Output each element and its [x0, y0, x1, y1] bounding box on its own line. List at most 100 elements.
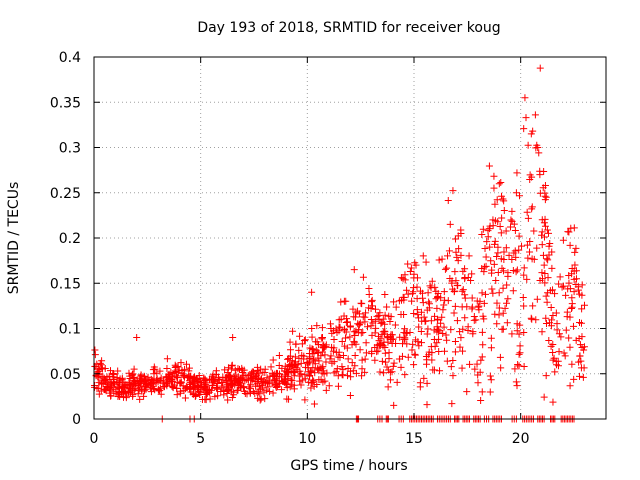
data-point [404, 353, 412, 361]
data-point [330, 327, 338, 335]
data-point [310, 382, 318, 390]
data-point [554, 357, 562, 365]
data-point [212, 370, 220, 378]
data-point [286, 363, 294, 371]
data-point [420, 374, 428, 382]
data-point [363, 323, 371, 331]
data-point [490, 184, 498, 192]
data-point [523, 241, 531, 249]
data-point [548, 264, 556, 272]
data-point [580, 346, 588, 354]
data-point [339, 366, 347, 374]
data-point [448, 400, 456, 408]
data-point [444, 297, 452, 305]
data-point [392, 303, 400, 311]
data-point [365, 304, 373, 312]
data-point [436, 367, 444, 375]
data-point [263, 379, 271, 387]
data-point [476, 368, 484, 376]
data-point [351, 352, 359, 360]
data-point [199, 386, 207, 394]
data-point [524, 254, 532, 262]
chart-title: Day 193 of 2018, SRMTID for receiver kou… [197, 20, 500, 36]
data-point [416, 379, 424, 387]
data-point [361, 368, 369, 376]
data-point [330, 335, 338, 343]
data-point [451, 348, 459, 356]
data-point [420, 313, 428, 321]
data-point [120, 383, 128, 391]
data-point [449, 187, 457, 195]
data-point [487, 376, 495, 384]
data-point [479, 312, 487, 320]
data-point [308, 288, 316, 296]
data-point [205, 388, 213, 396]
data-point [419, 252, 427, 260]
data-point [399, 275, 407, 283]
data-point [499, 195, 507, 203]
data-point [254, 367, 262, 375]
data-point [238, 364, 246, 372]
data-point [457, 229, 465, 237]
data-point [520, 125, 528, 133]
data-point [459, 347, 467, 355]
data-point [97, 361, 105, 369]
data-point [373, 312, 381, 320]
data-point [378, 319, 386, 327]
data-point [458, 364, 466, 372]
data-point [214, 375, 222, 383]
data-point [372, 324, 380, 332]
data-point [344, 355, 352, 363]
data-point [475, 302, 483, 310]
data-point [305, 372, 313, 380]
data-point [270, 371, 278, 379]
data-point [545, 229, 553, 237]
data-point [500, 248, 508, 256]
data-point [119, 389, 127, 397]
data-point [342, 328, 350, 336]
data-points-layer [91, 64, 588, 423]
data-point [314, 365, 322, 373]
data-point [520, 302, 528, 310]
data-point [152, 379, 160, 387]
data-point [389, 362, 397, 370]
data-point [136, 395, 144, 403]
data-point [487, 334, 495, 342]
data-point [269, 389, 277, 397]
data-point [443, 336, 451, 344]
data-point [528, 205, 536, 213]
data-point [456, 328, 464, 336]
data-point [515, 362, 523, 370]
data-point [362, 349, 370, 357]
data-point [515, 350, 523, 358]
data-point [275, 352, 283, 360]
data-point [431, 342, 439, 350]
data-point [377, 319, 385, 327]
data-point [182, 385, 190, 393]
data-point [178, 366, 186, 374]
data-point [358, 372, 366, 380]
data-point [101, 376, 109, 384]
data-point [156, 376, 164, 384]
data-point [508, 207, 516, 215]
data-point [371, 305, 379, 313]
data-point [278, 364, 286, 372]
data-point [320, 370, 328, 378]
data-point [533, 295, 541, 303]
data-point [493, 196, 501, 204]
data-point [301, 336, 309, 344]
data-point [515, 246, 523, 254]
data-point [243, 390, 251, 398]
data-point [439, 306, 447, 314]
data-point [448, 279, 456, 287]
data-point [91, 381, 99, 389]
data-point [154, 386, 162, 394]
data-point [196, 391, 204, 399]
data-point [136, 376, 144, 384]
data-point [547, 322, 555, 330]
data-point [291, 368, 299, 376]
data-point [512, 378, 520, 386]
data-point [457, 251, 465, 259]
data-point [325, 382, 333, 390]
data-point [129, 374, 137, 382]
